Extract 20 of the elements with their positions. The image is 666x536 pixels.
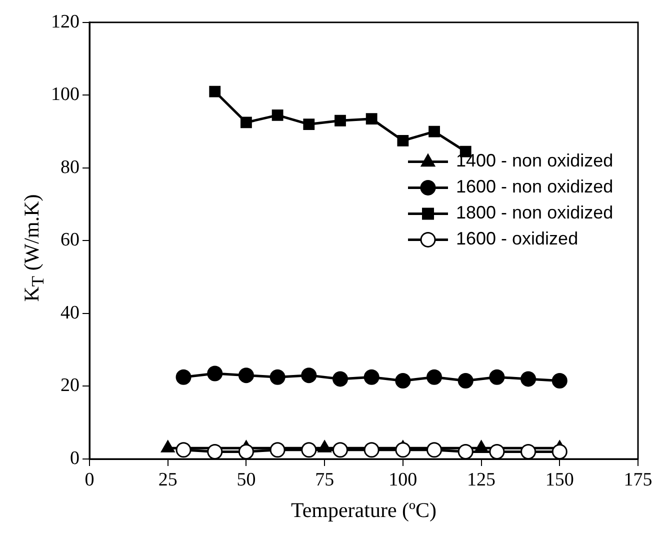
x-tick-label: 175 <box>624 469 652 490</box>
legend-label: 1600 - oxidized <box>456 228 578 249</box>
x-tick-label: 50 <box>236 469 256 490</box>
x-tick-label: 0 <box>84 469 94 490</box>
x-tick-label: 75 <box>315 469 334 490</box>
x-tick-label: 25 <box>158 469 178 490</box>
y-tick-label: 80 <box>60 156 80 178</box>
x-axis-title: Temperature (ºC) <box>290 498 437 522</box>
legend-label: 1600 - non oxidized <box>456 176 614 197</box>
y-tick-label: 0 <box>70 448 80 469</box>
legend-label: 1800 - non oxidized <box>456 202 614 223</box>
legend-label: 1400 - non oxidized <box>456 150 614 171</box>
x-tick-label: 125 <box>467 469 496 490</box>
x-tick-label: 100 <box>388 469 418 490</box>
y-tick-label: 20 <box>60 375 80 396</box>
y-tick-label: 60 <box>60 230 80 251</box>
y-tick-label: 100 <box>51 84 80 106</box>
y-tick-label: 40 <box>60 302 80 324</box>
x-tick-label: 150 <box>545 469 574 490</box>
y-tick-label: 120 <box>51 11 80 32</box>
